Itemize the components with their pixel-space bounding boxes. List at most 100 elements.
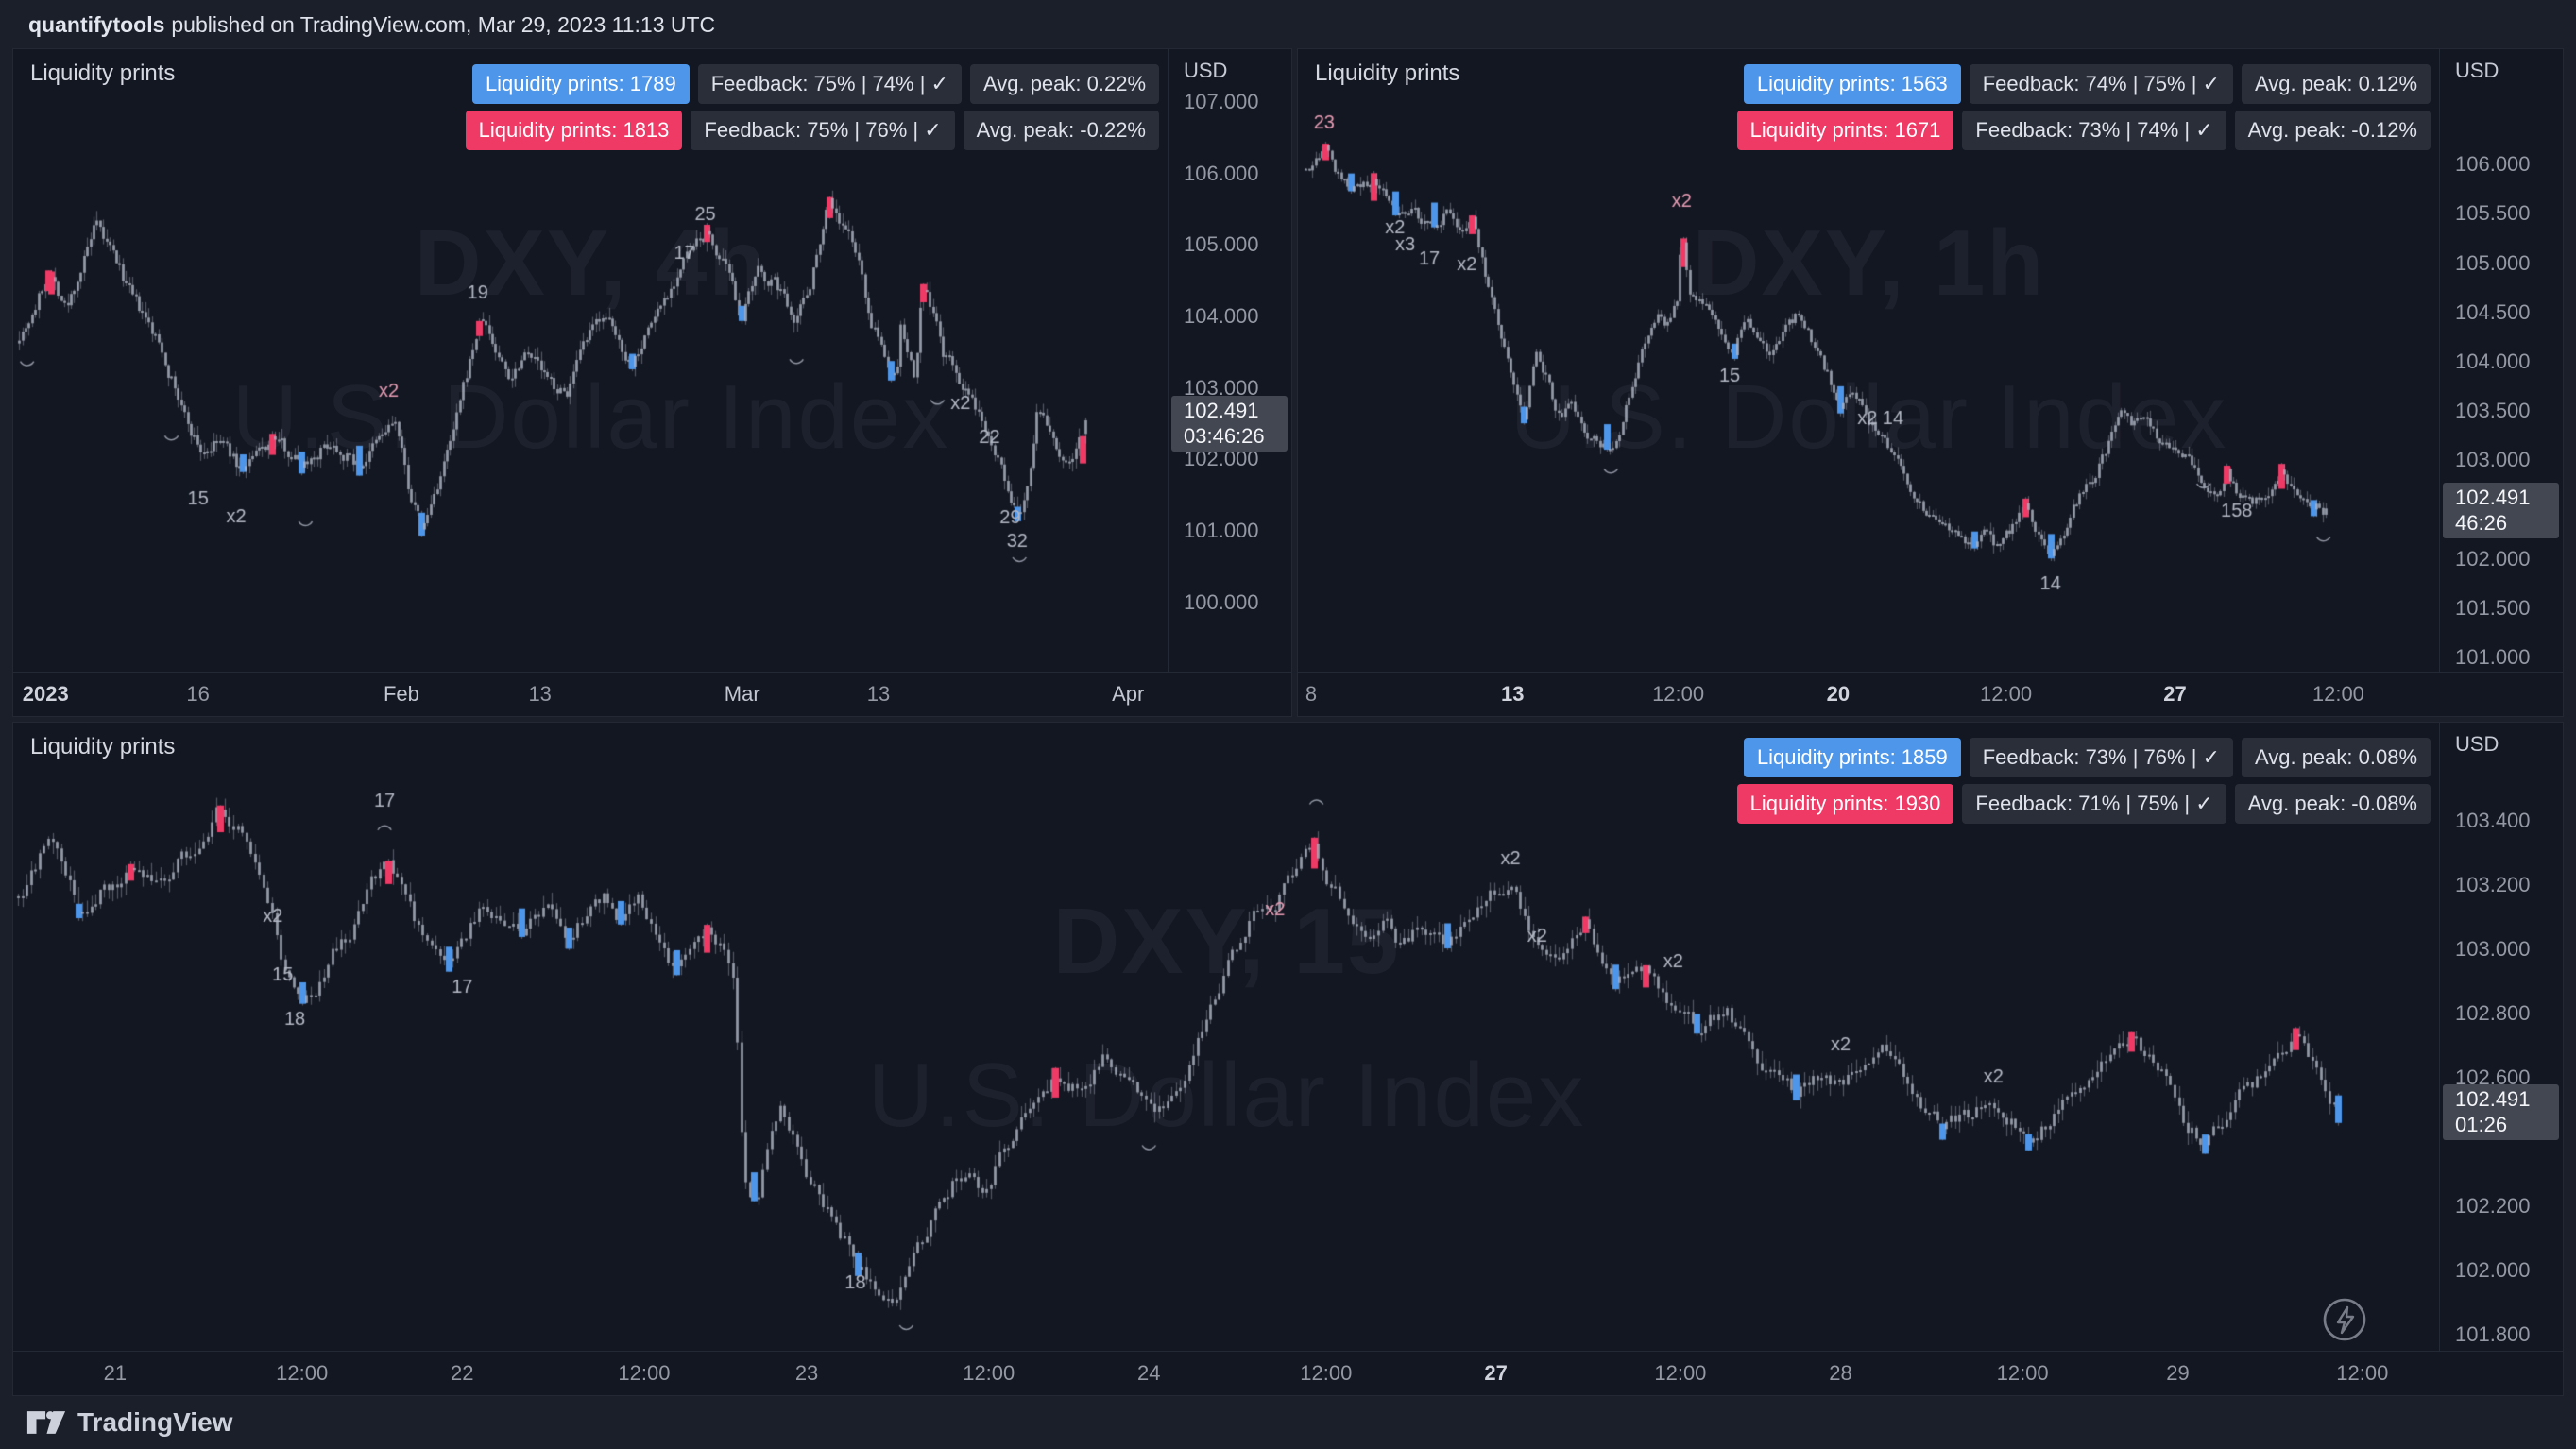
badge-row-bearish: Liquidity prints: 1671 Feedback: 73% | 7… <box>1736 111 2431 150</box>
bar-countdown: 01:26 <box>2455 1112 2508 1136</box>
avg-peak-badge: Avg. peak: 0.08% <box>2241 738 2431 777</box>
publish-info: published on TradingView.com, Mar 29, 20… <box>171 11 716 37</box>
price-tick-label: 102.000 <box>2455 1257 2531 1282</box>
time-tick-label: 8 <box>1305 682 1318 706</box>
liquidity-prints-count-badge: Liquidity prints: 1789 <box>471 64 690 104</box>
liquidity-prints-count-badge: Liquidity prints: 1859 <box>1743 738 1961 777</box>
time-tick-label: 12:00 <box>1652 682 1705 706</box>
avg-peak-badge: Avg. peak: -0.22% <box>963 111 1159 150</box>
price-tick-label: 105.000 <box>2455 250 2531 275</box>
time-axis[interactable]: 2023 16 Feb 13 Mar 13 Apr <box>13 672 1291 716</box>
last-price-value: 102.491 <box>1184 399 1259 423</box>
price-tick-label: 104.000 <box>1184 304 1259 329</box>
price-tick-label: 106.000 <box>1184 161 1259 185</box>
time-tick-label: 23 <box>794 1361 819 1385</box>
time-tick-label: Mar <box>724 682 760 706</box>
badge-row-bullish: Liquidity prints: 1789 Feedback: 75% | 7… <box>471 64 1159 104</box>
price-tick-label: 100.000 <box>1184 589 1259 614</box>
time-tick-label: 20 <box>1826 682 1851 706</box>
time-tick-label: 12:00 <box>1300 1361 1353 1385</box>
candlestick-chart-1h[interactable] <box>1298 49 2440 673</box>
time-tick-label: 21 <box>103 1361 128 1385</box>
price-tick-label: 102.000 <box>2455 546 2531 571</box>
price-tick-label: 103.000 <box>1184 375 1259 400</box>
time-tick-label: 12:00 <box>1996 1361 2049 1385</box>
badge-row-bearish: Liquidity prints: 1930 Feedback: 71% | 7… <box>1736 784 2431 824</box>
price-tick-label: 105.500 <box>2455 201 2531 226</box>
time-tick-label: 12:00 <box>1980 682 2033 706</box>
chart-panel-dxy-1h: DXY, 1h U.S. Dollar Index Liquidity prin… <box>1297 48 2564 717</box>
liquidity-prints-count-badge: Liquidity prints: 1563 <box>1743 64 1961 104</box>
tradingview-brand-label[interactable]: TradingView <box>77 1406 233 1437</box>
price-tick-label: 101.500 <box>2455 596 2531 621</box>
flash-icon[interactable] <box>2320 1295 2369 1344</box>
price-tick-label: 101.000 <box>2455 645 2531 670</box>
tradingview-logo-icon[interactable] <box>26 1409 66 1436</box>
time-tick-label: 2023 <box>22 682 69 706</box>
feedback-badge: Feedback: 71% | 75% | ✓ <box>1962 784 2226 824</box>
indicator-badges-4h: Liquidity prints: 1789 Feedback: 75% | 7… <box>465 64 1159 150</box>
time-tick-label: Feb <box>383 682 419 706</box>
liquidity-prints-count-badge: Liquidity prints: 1813 <box>465 111 683 150</box>
chart-panel-dxy-4h: DXY, 4h U.S. Dollar Index Liquidity prin… <box>12 48 1292 717</box>
candlestick-chart-4h[interactable] <box>13 49 1169 673</box>
last-price-value: 102.491 <box>2455 1086 2531 1111</box>
price-tick-label: 103.000 <box>2455 448 2531 472</box>
liquidity-prints-count-badge: Liquidity prints: 1930 <box>1736 784 1954 824</box>
price-axis[interactable]: USD 107.000 106.000 105.000 104.000 103.000 1… <box>1168 49 1291 673</box>
time-tick-label: 24 <box>1137 1361 1161 1385</box>
bar-countdown: 46:26 <box>2455 510 2508 535</box>
time-tick-label: 13 <box>866 682 891 706</box>
last-price-value: 102.491 <box>2455 485 2531 509</box>
time-tick-label: 13 <box>1501 682 1525 706</box>
badge-row-bullish: Liquidity prints: 1859 Feedback: 73% | 7… <box>1743 738 2431 777</box>
indicator-badges-1h: Liquidity prints: 1563 Feedback: 74% | 7… <box>1736 64 2431 150</box>
price-tick-label: 102.200 <box>2455 1193 2531 1218</box>
publish-header: quantifytools published on TradingView.c… <box>0 0 2576 49</box>
liquidity-prints-count-badge: Liquidity prints: 1671 <box>1736 111 1954 150</box>
price-tick-label: 106.000 <box>2455 152 2531 177</box>
price-tick-label: 102.800 <box>2455 1000 2531 1025</box>
price-tick-label: 105.000 <box>1184 232 1259 257</box>
badge-row-bullish: Liquidity prints: 1563 Feedback: 74% | 7… <box>1743 64 2431 104</box>
time-tick-label: Apr <box>1112 682 1145 706</box>
avg-peak-badge: Avg. peak: 0.12% <box>2241 64 2431 104</box>
time-tick-label: 13 <box>528 682 552 706</box>
price-tick-label: 104.500 <box>2455 299 2531 324</box>
chart-panel-dxy-15: DXY, 15 U.S. Dollar Index Liquidity prin… <box>12 722 2564 1396</box>
time-tick-label: 29 <box>2166 1361 2190 1385</box>
feedback-badge: Feedback: 75% | 74% | ✓ <box>697 64 962 104</box>
indicator-title: Liquidity prints <box>30 734 176 759</box>
last-price-box: 102.491 03:46:26 <box>1171 396 1288 452</box>
candlestick-chart-15m[interactable] <box>13 723 2440 1352</box>
axis-currency-label: USD <box>2455 732 2499 756</box>
time-tick-label: 27 <box>2163 682 2187 706</box>
time-tick-label: 12:00 <box>618 1361 671 1385</box>
badge-row-bearish: Liquidity prints: 1813 Feedback: 75% | 7… <box>465 111 1159 150</box>
bar-countdown: 03:46:26 <box>1184 424 1265 449</box>
indicator-badges-15m: Liquidity prints: 1859 Feedback: 73% | 7… <box>1736 738 2431 824</box>
avg-peak-badge: Avg. peak: 0.22% <box>969 64 1159 104</box>
axis-currency-label: USD <box>1184 59 1228 82</box>
price-tick-label: 101.800 <box>2455 1321 2531 1346</box>
price-axis[interactable]: USD 106.000 105.500 105.000 104.500 104.000 1… <box>2439 49 2563 673</box>
time-axis[interactable]: 21 12:00 22 12:00 23 12:00 24 12:00 27 12:00 28 12:… <box>13 1351 2563 1395</box>
time-tick-label: 16 <box>186 682 210 706</box>
publisher-username: quantifytools <box>28 11 165 37</box>
time-tick-label: 12:00 <box>276 1361 329 1385</box>
feedback-badge: Feedback: 75% | 76% | ✓ <box>691 111 955 150</box>
indicator-title: Liquidity prints <box>30 60 176 86</box>
price-tick-label: 107.000 <box>1184 90 1259 113</box>
time-tick-label: 22 <box>451 1361 474 1385</box>
time-axis[interactable]: 8 13 12:00 20 12:00 27 12:00 <box>1298 672 2563 716</box>
axis-currency-label: USD <box>2455 59 2499 82</box>
avg-peak-badge: Avg. peak: -0.08% <box>2234 784 2431 824</box>
time-tick-label: 28 <box>1829 1361 1852 1385</box>
price-tick-label: 103.500 <box>2455 399 2531 423</box>
price-axis[interactable]: USD 103.400 103.200 103.000 102.800 102.600 1… <box>2439 723 2563 1352</box>
time-tick-label: 12:00 <box>1654 1361 1707 1385</box>
price-tick-label: 104.000 <box>2455 349 2531 374</box>
last-price-box: 102.491 01:26 <box>2443 1083 2559 1140</box>
time-tick-label: 12:00 <box>2336 1361 2389 1385</box>
